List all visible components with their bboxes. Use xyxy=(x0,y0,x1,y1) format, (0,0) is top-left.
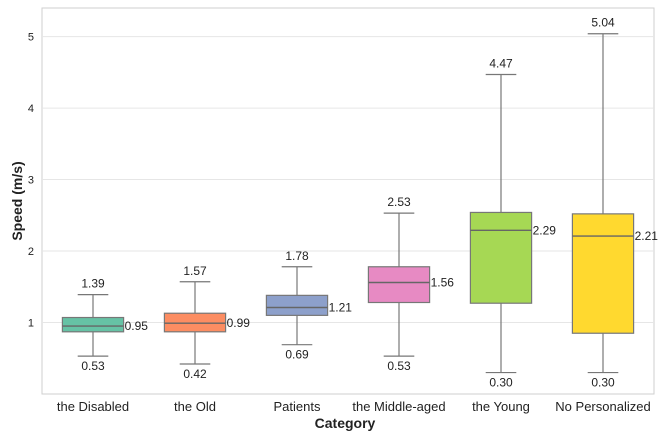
max-label: 1.57 xyxy=(183,264,207,278)
x-axis-categories: the Disabled the Old Patients the Middle-ag… xyxy=(57,399,651,414)
min-label: 0.30 xyxy=(489,376,513,390)
box-iqr xyxy=(163,312,227,333)
y-tick-label: 1 xyxy=(28,318,34,330)
max-label: 2.53 xyxy=(387,195,411,209)
max-label: 1.78 xyxy=(285,249,309,263)
x-category-label: the Young xyxy=(472,399,530,414)
y-tick-label: 2 xyxy=(28,246,34,258)
box-iqr xyxy=(469,211,533,304)
x-category-label: the Middle-aged xyxy=(352,399,445,414)
box-iqr xyxy=(61,316,125,333)
x-category-label: Patients xyxy=(274,399,321,414)
median-label: 2.29 xyxy=(533,223,557,237)
box-group: 2.53 1.56 0.53 xyxy=(367,195,455,373)
box-group: 1.78 1.21 0.69 xyxy=(265,249,353,362)
min-label: 0.53 xyxy=(387,359,411,373)
box-group: 4.47 2.29 0.30 xyxy=(469,56,557,390)
median-label: 1.56 xyxy=(431,275,455,289)
max-label: 1.39 xyxy=(81,277,105,291)
median-label: 0.95 xyxy=(125,319,149,333)
box-group: 5.04 2.21 0.30 xyxy=(571,16,659,390)
box-iqr xyxy=(265,294,329,316)
grid-lines xyxy=(42,36,654,324)
y-axis-title: Speed (m/s) xyxy=(9,161,25,240)
median-label: 0.99 xyxy=(227,316,251,330)
y-axis-ticks: 1 2 3 4 5 xyxy=(28,32,34,330)
y-tick-label: 5 xyxy=(28,32,34,44)
median-label: 2.21 xyxy=(635,229,659,243)
box-group: 1.57 0.99 0.42 xyxy=(163,264,251,381)
y-tick-label: 4 xyxy=(28,103,34,115)
max-label: 4.47 xyxy=(489,56,513,70)
x-axis-title: Category xyxy=(315,415,376,431)
box-group: 1.39 0.95 0.53 xyxy=(61,277,149,373)
x-category-label: the Disabled xyxy=(57,399,129,414)
max-label: 5.04 xyxy=(591,16,615,30)
boxes: 1.39 0.95 0.53 1.57 0.99 0.42 1.78 1.21 0.69 2.53… xyxy=(61,16,659,390)
plot-area xyxy=(41,7,655,395)
min-label: 0.42 xyxy=(183,367,207,381)
min-label: 0.30 xyxy=(591,376,615,390)
y-tick-label: 3 xyxy=(28,175,34,187)
box-iqr xyxy=(367,266,431,304)
min-label: 0.69 xyxy=(285,348,309,362)
x-category-label: No Personalized xyxy=(555,399,650,414)
box-iqr xyxy=(571,213,635,334)
median-label: 1.21 xyxy=(329,301,353,315)
x-category-label: the Old xyxy=(174,399,216,414)
min-label: 0.53 xyxy=(81,359,105,373)
